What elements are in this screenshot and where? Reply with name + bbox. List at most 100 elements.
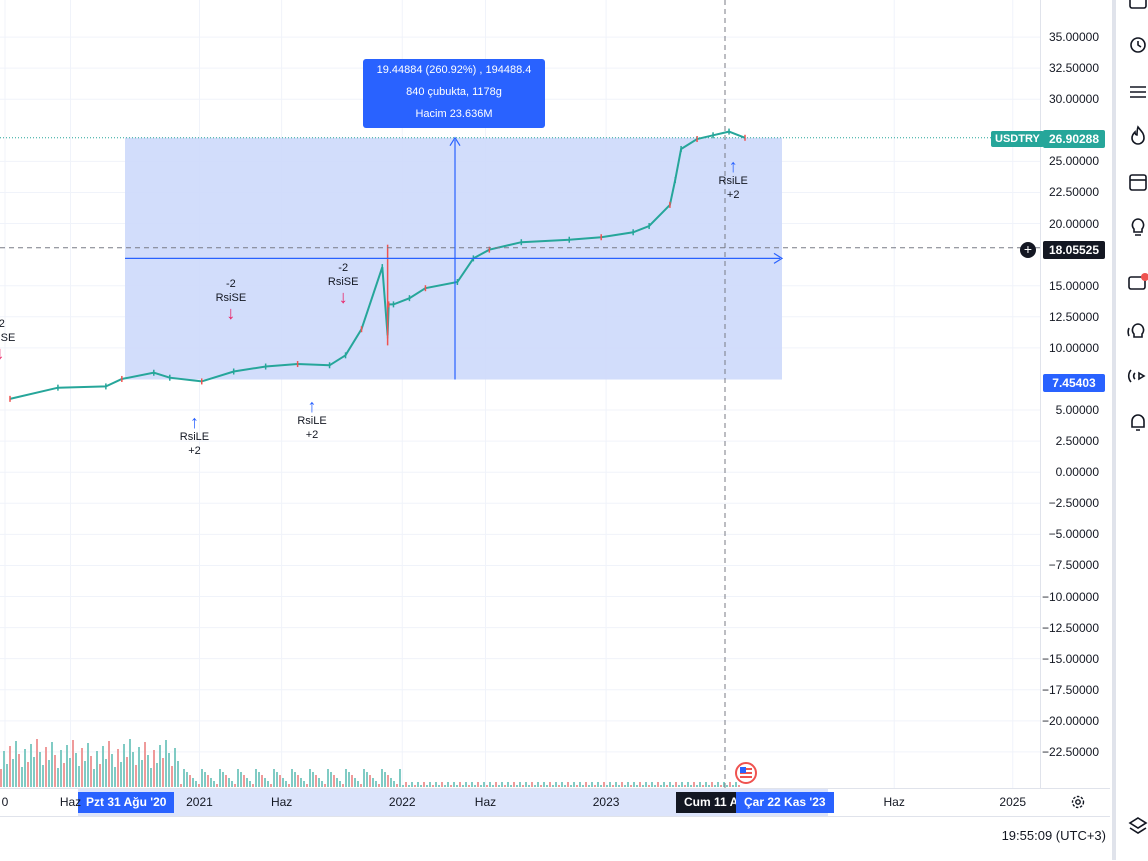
volume-bar [225,775,227,787]
volume-bar [417,782,419,787]
add-plus-icon[interactable]: + [1020,242,1036,258]
volume-bar [558,785,560,787]
measure-line-1: 19.44884 (260.92%) , 194488.4 [376,64,532,76]
signal-rsile[interactable]: ↑ RsiLE +2 [719,157,748,202]
volume-bar [594,785,596,787]
volume-bar [324,784,326,787]
volume-bar [312,772,314,787]
arrow-down-icon: ↓ [0,342,5,363]
volume-bar [120,762,122,787]
volume-bar [465,782,467,787]
volume-bar [555,782,557,787]
volume-bar [498,785,500,787]
volume-bar [0,769,2,787]
volume-bar [282,778,284,787]
signal-rsile[interactable]: ↑ RsiLE +2 [180,413,209,458]
volume-bar [630,785,632,787]
menu-icon[interactable] [1126,0,1148,16]
volume-bar [738,785,740,787]
us-flag-event-icon[interactable] [735,762,757,784]
volume-bar [648,785,650,787]
volume-bar [702,785,704,787]
volume-bar [507,782,509,787]
chat-icon[interactable] [1126,272,1148,296]
chart-plot[interactable] [0,0,1040,788]
volume-bar [384,772,386,787]
volume-bar [627,782,629,787]
volume-bar [252,784,254,787]
volume-bar [186,772,188,787]
signal-name: RsiLE [297,414,327,427]
gear-icon[interactable] [1070,794,1086,810]
volume-bar [654,785,656,787]
volume-bar [531,782,533,787]
volume-bar [666,785,668,787]
volume-bar [543,782,545,787]
hotlist-icon[interactable] [1126,124,1148,148]
volume-bar [567,782,569,787]
volume-bar [108,741,110,787]
volume-bar [180,784,182,787]
volume-bar [621,782,623,787]
volume-bar [570,785,572,787]
volume-bar [462,785,464,787]
chart-area[interactable]: 19.44884 (260.92%) , 194488.4 840 çubukt… [0,0,1040,788]
volume-bar [18,754,20,787]
volume-bar [639,782,641,787]
alarm-clock-icon[interactable] [1126,32,1148,56]
volume-bar [147,755,149,787]
measure-tooltip: 19.44884 (260.92%) , 194488.4 840 çubukt… [363,59,545,128]
volume-bar [33,757,35,787]
streams-icon[interactable] [1126,320,1148,344]
calendar-icon[interactable] [1126,170,1148,194]
volume-bar [123,744,125,787]
signal-qty: -2 [338,262,349,275]
volume-bar [288,784,290,787]
volume-bar [30,744,32,787]
broadcast-icon[interactable] [1126,364,1148,388]
volume-bar [378,784,380,787]
time-axis[interactable]: Pzt 31 Ağu '20 Cum 11 A Çar 22 Kas '23 0… [0,788,1110,817]
volume-bar [192,778,194,787]
volume-bar [588,785,590,787]
volume-bar [633,782,635,787]
clock[interactable]: 19:55:09 (UTC+3) [1001,828,1106,843]
volume-bar [339,781,341,787]
volume-bar [624,785,626,787]
layers-icon[interactable] [1126,814,1148,838]
price-tick-label: −15.00000 [1041,651,1099,666]
watchlist-icon[interactable] [1126,80,1148,104]
time-tag-cursor: Cum 11 A [676,792,747,813]
symbol-tag: USDTRY [991,131,1044,147]
volume-bar [483,782,485,787]
volume-bar [357,781,359,787]
volume-bar [441,782,443,787]
volume-bar [717,782,719,787]
price-tick-label: 32.50000 [1048,61,1099,76]
volume-bar [45,747,47,787]
volume-bar [204,772,206,787]
volume-bar [729,782,731,787]
time-tag-start: Pzt 31 Ağu '20 [78,792,175,813]
volume-bar [330,772,332,787]
volume-bar [318,778,320,787]
ideas-icon[interactable] [1126,216,1148,240]
volume-bar [540,785,542,787]
volume-bar [243,775,245,787]
volume-bar [366,772,368,787]
alerts-icon[interactable] [1126,410,1148,434]
volume-bar [450,785,452,787]
price-tick-label: −22.50000 [1041,744,1099,759]
volume-bar [669,782,671,787]
volume-bar [609,782,611,787]
price-tick-label: 10.00000 [1048,340,1099,355]
time-tick-label: Haz [59,795,82,809]
signal-rsile[interactable]: ↑ RsiLE +2 [297,397,327,442]
price-scale[interactable]: 35.00000 32.50000 30.00000 25.00000 22.50000… [1040,0,1111,788]
volume-bar [495,782,497,787]
volume-bar [459,782,461,787]
volume-bar [21,767,23,787]
